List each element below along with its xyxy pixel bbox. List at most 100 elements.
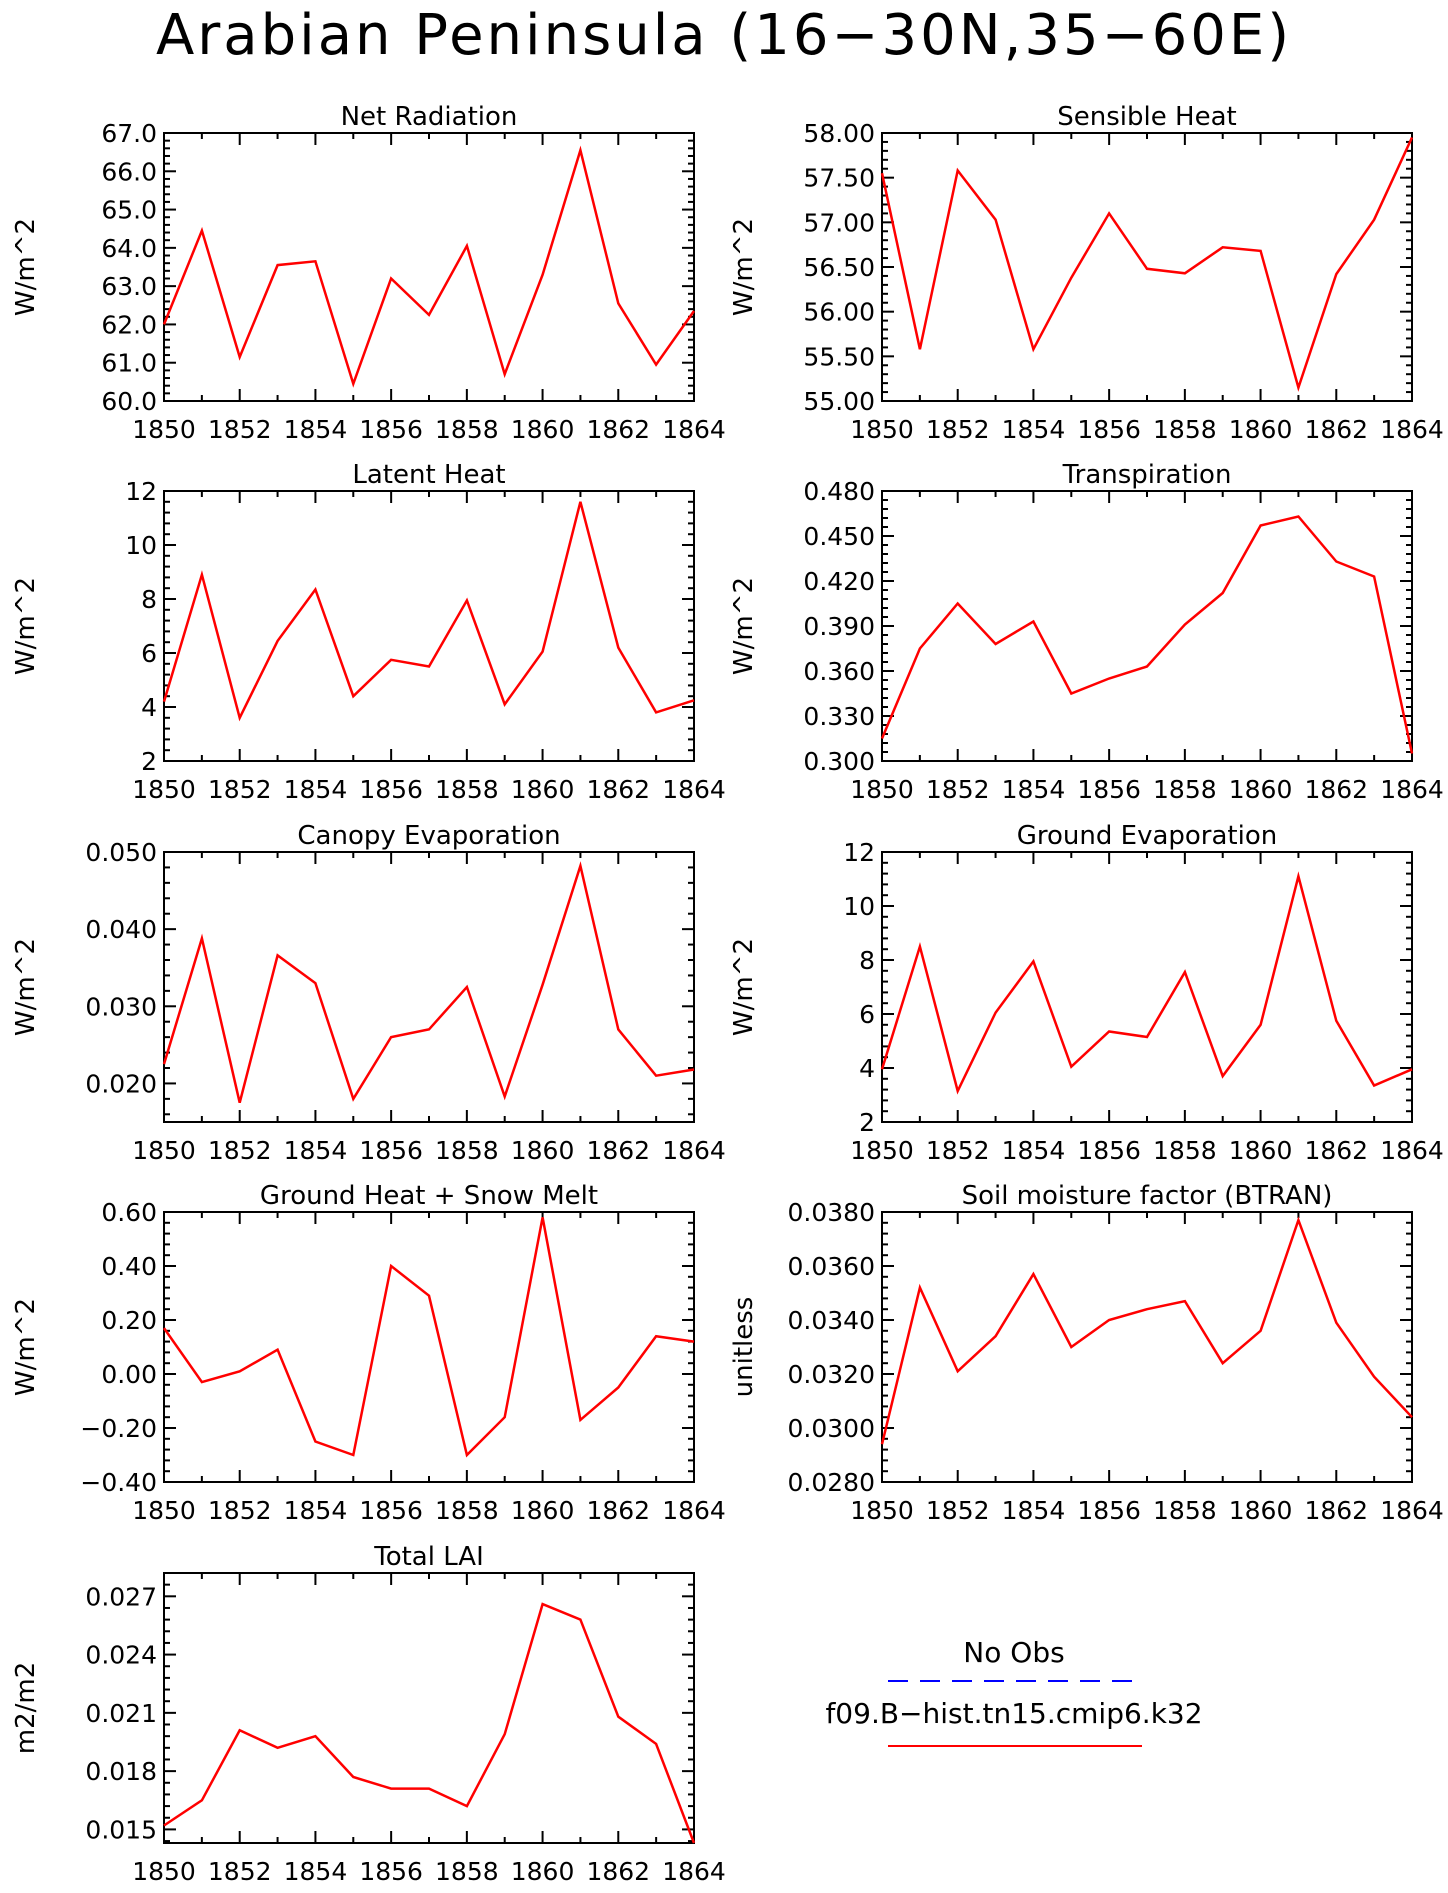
y-tick-label: 57.00 [803,208,875,237]
x-tick-label: 1854 [284,1496,348,1525]
y-tick-label: 0.480 [803,477,875,506]
x-tick-label: 1864 [662,1496,726,1525]
x-tick-label: 1850 [132,1857,196,1886]
y-tick-label: 6 [141,639,157,668]
panel-grid: 1850 1852 1854 1856 1858 1860 1862 1864 60.0 61.0… [11,102,1444,1886]
y-axis-label: unitless [729,1297,759,1398]
y-tick-label: 55.50 [803,342,875,371]
y-tick-label: 0.020 [85,1069,157,1098]
y-axis-label: W/m^2 [729,218,759,316]
x-tick-label: 1856 [359,415,423,444]
series-line [162,145,696,388]
x-tick-label: 1852 [208,415,272,444]
y-tick-label: 10 [125,531,157,560]
panel-title: Transpiration [1062,460,1232,490]
x-tick-label: 1858 [435,775,499,804]
x-tick-label: 1856 [359,1136,423,1165]
y-tick-label: −0.40 [80,1468,157,1497]
plot-frame [163,851,695,1123]
panel-canopy-evaporation: 1850 1852 1854 1856 1858 1860 1862 1864 0.020 0.0… [11,821,726,1165]
y-tick-label: 0.450 [803,522,875,551]
x-tick-label: 1856 [1077,1496,1141,1525]
y-tick-label: 0.0320 [788,1360,875,1389]
series-line [880,871,1413,1095]
x-tick-label: 1860 [1229,1136,1293,1165]
x-tick-label: 1860 [511,415,575,444]
y-tick-label: 0.390 [803,612,875,641]
x-tick-label: 1850 [132,1136,196,1165]
x-tick-label: 1862 [586,1857,650,1886]
series-line [880,136,1414,392]
y-tick-label: 64.0 [101,234,157,263]
y-axis-label: W/m^2 [11,218,41,316]
x-tick-label: 1860 [1229,1496,1293,1525]
x-tick-label: 1856 [1077,415,1141,444]
panel-transpiration: 1850 1852 1854 1856 1858 1860 1862 1864 0.300 0.3… [729,460,1444,804]
x-tick-label: 1864 [662,775,726,804]
x-tick-label: 1862 [586,1136,650,1165]
x-tick-label: 1862 [586,1496,650,1525]
x-tick-label: 1850 [850,415,914,444]
y-tick-label: 0.00 [101,1360,157,1389]
x-tick-label: 1862 [1304,775,1368,804]
x-tick-label: 1854 [284,1857,348,1886]
x-tick-label: 1856 [1077,775,1141,804]
y-tick-label: 0.024 [85,1641,157,1670]
panel-sensible-heat: 1850 1852 1854 1856 1858 1860 1862 1864 55.00 55.… [729,102,1444,444]
x-tick-label: 1858 [435,1136,499,1165]
y-tick-label: 58.00 [803,119,875,148]
x-tick-label: 1850 [132,415,196,444]
y-tick-label: 12 [843,838,875,867]
y-tick-label: 8 [141,585,157,614]
y-tick-label: 10 [843,892,875,921]
x-tick-label: 1856 [359,1496,423,1525]
x-tick-label: 1864 [662,415,726,444]
y-tick-label: 0.360 [803,657,875,686]
x-tick-label: 1850 [850,775,914,804]
x-tick-label: 1854 [284,1136,348,1165]
x-tick-label: 1854 [1002,1136,1066,1165]
x-tick-label: 1864 [662,1857,726,1886]
y-tick-label: 0.420 [803,567,875,596]
y-tick-label: 57.50 [803,164,875,193]
x-tick-label: 1852 [208,1857,272,1886]
y-tick-label: 0.40 [101,1252,157,1281]
series-line [162,861,695,1104]
y-tick-label: 2 [141,747,157,776]
panel-title: Ground Heat + Snow Melt [260,1181,598,1211]
x-tick-label: 1858 [1153,1496,1217,1525]
y-tick-label: 60.0 [101,387,157,416]
x-tick-label: 1856 [1077,1136,1141,1165]
y-tick-label: 0.20 [101,1306,157,1335]
x-tick-label: 1854 [1002,415,1066,444]
x-tick-label: 1862 [586,775,650,804]
x-tick-label: 1850 [850,1496,914,1525]
x-tick-label: 1860 [1229,415,1293,444]
y-tick-label: 0.030 [85,992,157,1021]
y-tick-label: 0.300 [803,747,875,776]
y-tick-label: 65.0 [101,196,157,225]
y-tick-label: 0.330 [803,702,875,731]
x-tick-label: 1860 [1229,775,1293,804]
x-tick-label: 1852 [208,775,272,804]
x-tick-label: 1852 [926,1496,990,1525]
x-tick-label: 1850 [850,1136,914,1165]
panel-ground-heat-snow-melt: 1850 1852 1854 1856 1858 1860 1862 1864 −0.40 −0.… [11,1181,726,1525]
panel-net-radiation: 1850 1852 1854 1856 1858 1860 1862 1864 60.0 61.0… [11,102,726,444]
x-tick-label: 1858 [1153,1136,1217,1165]
panel-title: Latent Heat [352,460,505,490]
series-line [162,1217,695,1458]
panel-title: Total LAI [373,1542,484,1572]
panel-title: Canopy Evaporation [297,821,560,851]
y-tick-label: 0.040 [85,915,157,944]
y-axis-label: W/m^2 [11,938,41,1036]
x-tick-label: 1860 [511,1496,575,1525]
y-tick-label: 0.050 [85,838,157,867]
y-tick-label: 0.0340 [788,1306,875,1335]
x-tick-label: 1852 [926,1136,990,1165]
series-line [880,1216,1413,1445]
x-tick-label: 1854 [284,415,348,444]
y-axis-label: W/m^2 [729,577,759,675]
x-tick-label: 1858 [1153,415,1217,444]
